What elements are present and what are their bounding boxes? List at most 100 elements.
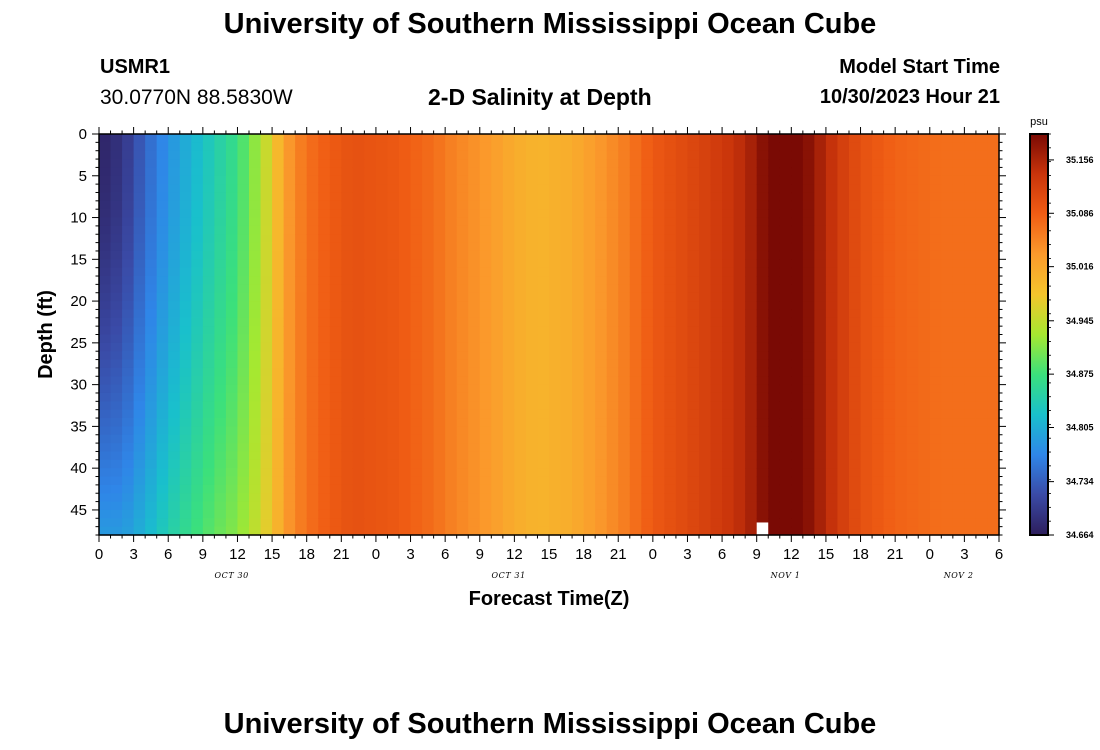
heatmap-cell: [975, 342, 989, 352]
heatmap-cell: [179, 267, 192, 277]
heatmap-cell: [572, 134, 585, 143]
heatmap-cell: [445, 401, 458, 411]
heatmap-cell: [283, 426, 296, 436]
x-tick-label: 9: [476, 546, 484, 563]
heatmap-cell: [260, 518, 273, 528]
heatmap-cell: [606, 392, 619, 402]
heatmap-cell: [929, 259, 942, 269]
heatmap-cell: [122, 175, 135, 185]
heatmap-cell: [641, 250, 654, 260]
heatmap-cell: [445, 359, 458, 369]
heatmap-cell: [572, 342, 585, 352]
heatmap-cell: [445, 501, 458, 511]
heatmap-cell: [422, 501, 435, 511]
heatmap-cell: [191, 200, 204, 210]
heatmap-cell: [825, 392, 839, 402]
heatmap-cell: [191, 418, 204, 427]
heatmap-cell: [491, 426, 504, 436]
heatmap-cell: [179, 459, 192, 469]
heatmap-cell: [652, 501, 665, 511]
heatmap-cell: [445, 376, 458, 386]
heatmap-cell: [629, 150, 642, 160]
heatmap-cell: [687, 276, 700, 285]
heatmap-cell: [814, 276, 827, 285]
heatmap-cell: [802, 509, 815, 519]
heatmap-cell: [364, 234, 377, 244]
heatmap-cell: [525, 351, 539, 361]
heatmap-cell: [272, 409, 285, 419]
heatmap-cell: [422, 159, 435, 169]
heatmap-cell: [906, 309, 919, 319]
heatmap-cell: [595, 351, 608, 361]
heatmap-cell: [410, 409, 423, 419]
heatmap-cell: [237, 484, 250, 494]
heatmap-cell: [329, 184, 342, 194]
heatmap-cell: [652, 342, 665, 352]
heatmap-cell: [99, 159, 112, 169]
heatmap-cell: [756, 284, 769, 294]
heatmap-cell: [975, 142, 989, 152]
heatmap-cell: [502, 326, 515, 336]
heatmap-cell: [202, 142, 215, 152]
heatmap-cell: [399, 250, 412, 260]
heatmap-cell: [214, 392, 227, 402]
heatmap-cell: [710, 242, 723, 252]
heatmap-cell: [295, 501, 308, 511]
heatmap-cell: [387, 434, 400, 444]
heatmap-cell: [618, 217, 631, 227]
heatmap-cell: [549, 518, 562, 528]
heatmap-cell: [202, 200, 215, 210]
heatmap-cell: [99, 267, 112, 277]
heatmap-cell: [618, 484, 631, 494]
heatmap-cell: [179, 351, 192, 361]
heatmap-cell: [410, 459, 423, 469]
heatmap-cell: [249, 359, 262, 369]
heatmap-cell: [987, 351, 1000, 361]
heatmap-cell: [410, 192, 423, 202]
heatmap-cell: [699, 167, 712, 177]
heatmap-cell: [606, 200, 619, 210]
heatmap-cell: [733, 159, 746, 169]
heatmap-cell: [191, 326, 204, 336]
heatmap-cell: [364, 184, 377, 194]
heatmap-cell: [479, 309, 492, 319]
heatmap-cell: [722, 167, 735, 177]
heatmap-cell: [272, 468, 285, 478]
heatmap-cell: [560, 259, 573, 269]
heatmap-cell: [872, 276, 885, 285]
heatmap-cell: [837, 392, 850, 402]
heatmap-cell: [272, 159, 285, 169]
heatmap-cell: [364, 518, 377, 528]
heatmap-cell: [387, 334, 400, 344]
heatmap-cell: [110, 392, 123, 402]
heatmap-cell: [768, 259, 781, 269]
heatmap-cell: [941, 342, 954, 352]
heatmap-cell: [399, 451, 412, 461]
heatmap-cell: [791, 167, 804, 177]
heatmap-cell: [883, 493, 896, 503]
heatmap-cell: [133, 392, 146, 402]
heatmap-cell: [883, 418, 896, 427]
heatmap-cell: [295, 134, 308, 143]
heatmap-cell: [156, 376, 169, 386]
heatmap-cell: [802, 242, 815, 252]
heatmap-cell: [929, 409, 942, 419]
heatmap-cell: [987, 392, 1000, 402]
heatmap-cell: [375, 476, 389, 486]
y-tick-label: 10: [70, 210, 87, 227]
heatmap-cell: [168, 192, 181, 202]
heatmap-cell: [549, 217, 562, 227]
heatmap-cell: [375, 518, 389, 528]
heatmap-cell: [410, 509, 423, 519]
heatmap-cell: [918, 409, 931, 419]
heatmap-cell: [560, 142, 573, 152]
heatmap-cell: [445, 309, 458, 319]
heatmap-cell: [295, 392, 308, 402]
heatmap-cell: [929, 359, 942, 369]
heatmap-cell: [941, 184, 954, 194]
heatmap-cell: [156, 426, 169, 436]
heatmap-cell: [329, 234, 342, 244]
heatmap-cell: [595, 134, 608, 143]
heatmap-cell: [606, 459, 619, 469]
heatmap-cell: [237, 518, 250, 528]
